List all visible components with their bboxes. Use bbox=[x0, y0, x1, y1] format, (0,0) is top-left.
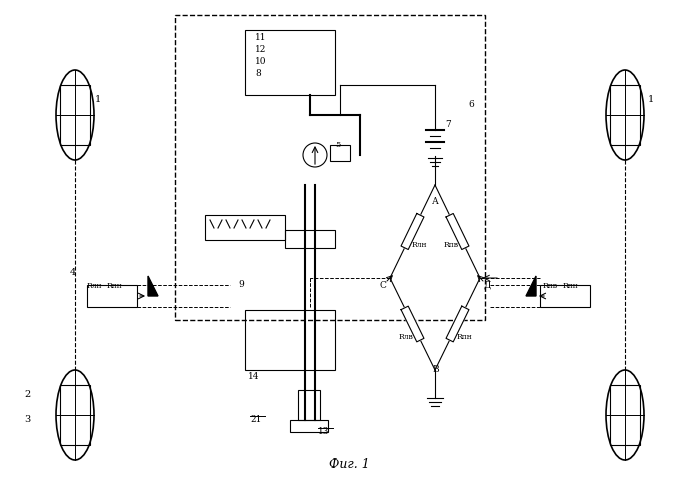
Text: Rлн: Rлн bbox=[411, 241, 427, 249]
Bar bbox=[290, 420, 328, 432]
Polygon shape bbox=[148, 276, 158, 296]
Text: 5: 5 bbox=[335, 141, 340, 149]
Text: 12: 12 bbox=[255, 45, 266, 54]
Bar bbox=[330, 145, 350, 161]
Text: 3: 3 bbox=[24, 415, 30, 424]
Text: Д: Д bbox=[483, 281, 491, 290]
Text: 11: 11 bbox=[255, 33, 266, 42]
Text: 4: 4 bbox=[70, 268, 76, 277]
Text: Rпн: Rпн bbox=[563, 282, 579, 290]
Text: С: С bbox=[380, 281, 387, 290]
Text: 10: 10 bbox=[255, 57, 266, 66]
Text: А: А bbox=[432, 197, 439, 206]
Text: Фиг. 1: Фиг. 1 bbox=[329, 458, 369, 471]
Text: 1: 1 bbox=[648, 95, 654, 104]
Bar bbox=[175, 15, 485, 320]
Text: 21: 21 bbox=[250, 415, 261, 424]
Circle shape bbox=[303, 143, 327, 167]
Bar bbox=[245, 310, 335, 370]
Bar bbox=[298, 390, 320, 420]
Bar bbox=[60, 385, 90, 445]
Text: 6: 6 bbox=[468, 100, 474, 109]
Bar bbox=[245, 30, 335, 95]
Bar bbox=[205, 215, 285, 240]
Text: 8: 8 bbox=[255, 69, 261, 78]
Text: Rпн: Rпн bbox=[107, 282, 123, 290]
Text: Rлн: Rлн bbox=[87, 282, 103, 290]
Bar bbox=[540, 285, 590, 307]
Bar bbox=[285, 230, 335, 248]
Text: Rпн: Rпн bbox=[456, 334, 472, 341]
Text: 13: 13 bbox=[318, 427, 329, 436]
Text: Rпв: Rпв bbox=[543, 282, 558, 290]
Polygon shape bbox=[401, 306, 424, 342]
Text: 7: 7 bbox=[445, 120, 451, 129]
Text: Rпв: Rпв bbox=[443, 241, 459, 249]
Text: 14: 14 bbox=[248, 372, 259, 381]
Polygon shape bbox=[526, 276, 536, 296]
Bar bbox=[610, 385, 640, 445]
Polygon shape bbox=[401, 214, 424, 250]
Bar bbox=[87, 285, 137, 307]
Bar bbox=[610, 85, 640, 145]
Polygon shape bbox=[446, 214, 469, 250]
Text: 2: 2 bbox=[24, 390, 30, 399]
Text: Rлв: Rлв bbox=[398, 334, 413, 341]
Text: В: В bbox=[432, 365, 439, 374]
Text: 9: 9 bbox=[238, 280, 244, 289]
Polygon shape bbox=[446, 306, 469, 342]
Bar bbox=[60, 85, 90, 145]
Text: 1: 1 bbox=[95, 95, 101, 104]
